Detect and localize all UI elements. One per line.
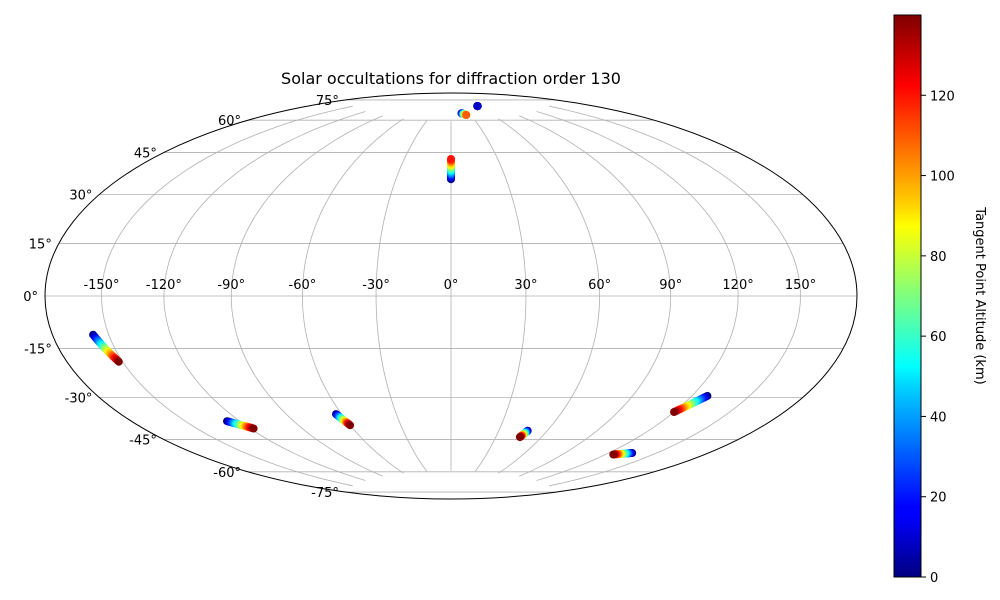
occultation-point: [346, 421, 355, 430]
latitude-tick-labels: -75° -60° -45° -30° -15° 0° 15° 30° 45° 60° 75°: [23, 94, 339, 501]
latitude-tick-label: -45°: [129, 434, 157, 449]
longitude-gridline: [230, 115, 383, 477]
longitude-tick-label: -30°: [362, 278, 390, 293]
latitude-tick-label: 60°: [218, 114, 241, 129]
occultation-point: [249, 424, 258, 433]
colorbar-label: Tangent Point Altitude (km): [972, 206, 987, 384]
longitude-tick-label: 120°: [722, 278, 753, 293]
longitude-gridline: [375, 120, 428, 472]
colorbar-tick-label: 40: [930, 410, 947, 425]
longitude-tick-label: -120°: [146, 278, 182, 293]
longitude-tick-label: -60°: [289, 278, 317, 293]
occultation-point: [447, 155, 455, 163]
graticule-grid: [45, 99, 857, 493]
latitude-tick-label: 30°: [69, 189, 92, 204]
occultation-point: [473, 102, 482, 111]
colorbar-tick-label: 100: [930, 170, 955, 185]
longitude-tick-label: -90°: [217, 278, 245, 293]
latitude-tick-label: 45°: [134, 146, 157, 161]
occultation-point: [609, 450, 618, 459]
longitude-gridline: [101, 105, 353, 487]
occultation-point: [114, 357, 123, 366]
longitude-gridline: [474, 120, 527, 472]
colorbar-tick-label: 60: [930, 330, 947, 345]
colorbar-tick-label: 120: [930, 89, 955, 104]
longitude-tick-label: 150°: [785, 278, 816, 293]
longitude-gridline: [536, 111, 739, 481]
occultation-point: [670, 408, 679, 416]
latitude-tick-label: -60°: [213, 466, 241, 481]
latitude-tick-label: -75°: [311, 486, 339, 501]
latitude-tick-label: -15°: [24, 343, 52, 358]
colorbar-tick-label: 20: [930, 491, 947, 506]
longitude-tick-labels: -150° -120° -90° -60° -30° 0° 30° 60° 90° 120° 150…: [83, 278, 816, 293]
longitude-tick-label: 90°: [659, 278, 682, 293]
latitude-tick-label: 75°: [316, 94, 339, 109]
colorbar: [893, 14, 922, 578]
longitude-tick-label: 60°: [588, 278, 611, 293]
longitude-tick-label: 0°: [444, 278, 459, 293]
longitude-gridline: [498, 118, 601, 474]
latitude-tick-label: -30°: [65, 392, 93, 407]
occultation-point: [515, 433, 524, 442]
colorbar-ticks: 0 20 40 60 80 100 120: [921, 89, 955, 586]
longitude-gridline: [549, 105, 801, 487]
latitude-tick-label: 0°: [23, 290, 38, 305]
longitude-tick-label: 30°: [514, 278, 537, 293]
occultation-points: [89, 102, 712, 459]
occultation-point: [462, 111, 471, 119]
latitude-tick-label: 15°: [29, 237, 52, 252]
longitude-gridline: [519, 115, 672, 477]
longitude-tick-label: -150°: [83, 278, 119, 293]
globe-boundary: [44, 92, 858, 500]
chart-title: Solar occultations for diffraction order…: [281, 69, 621, 88]
colorbar-tick-label: 80: [930, 250, 947, 265]
colorbar-tick-label: 0: [930, 571, 938, 586]
